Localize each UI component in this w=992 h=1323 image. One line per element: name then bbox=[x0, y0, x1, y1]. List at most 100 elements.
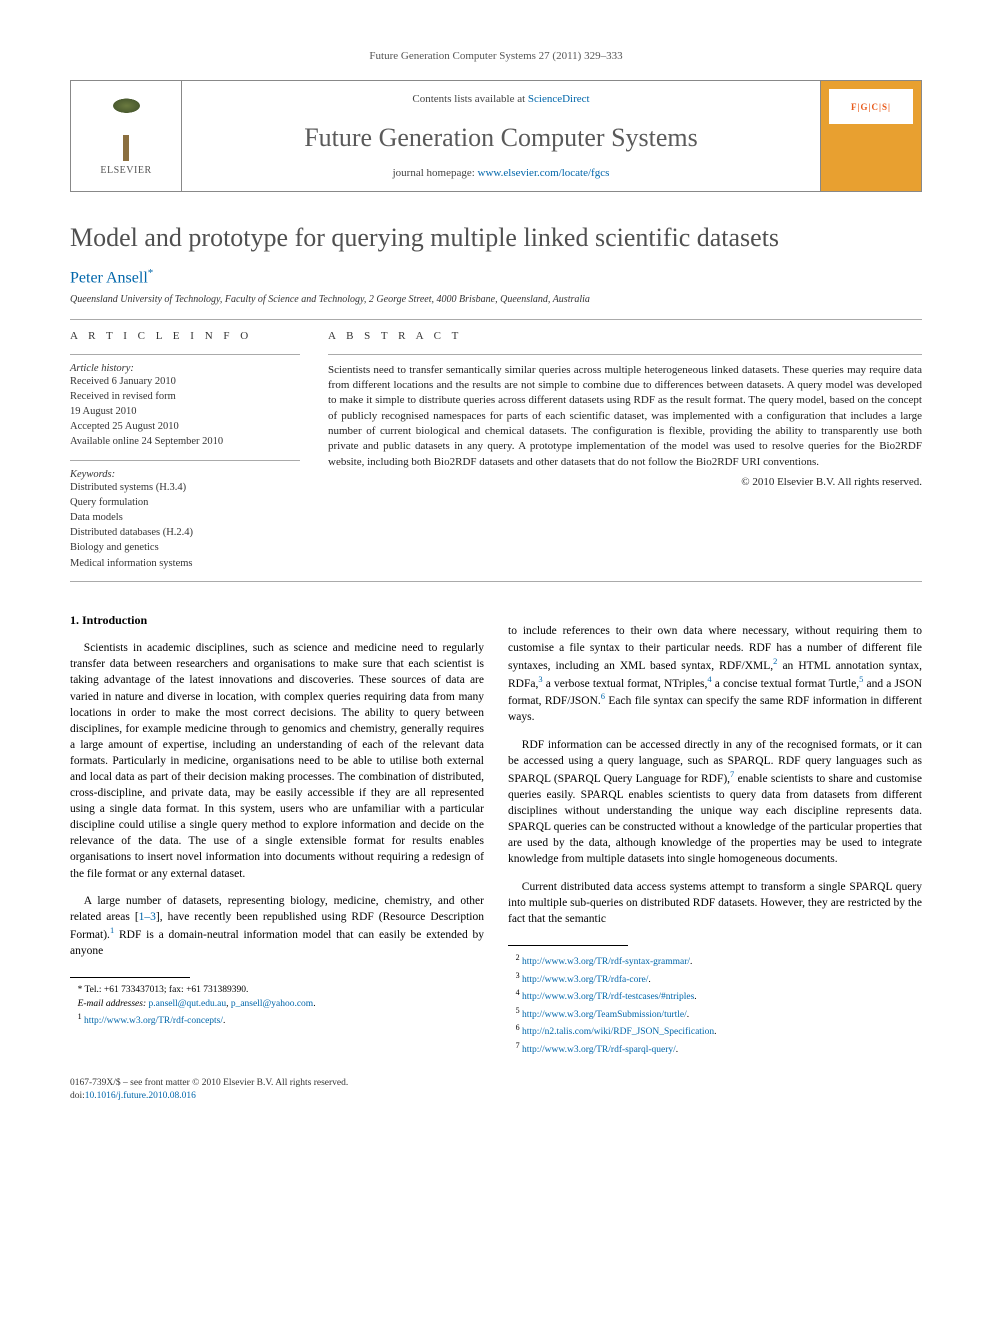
end: . bbox=[687, 1010, 689, 1020]
end: . bbox=[690, 957, 692, 967]
footnote-marker: 3 bbox=[516, 971, 520, 980]
footnote: 6 http://n2.talis.com/wiki/RDF_JSON_Spec… bbox=[508, 1022, 922, 1039]
doi-link[interactable]: 10.1016/j.future.2010.08.016 bbox=[85, 1091, 196, 1101]
history-line: Received 6 January 2010 bbox=[70, 374, 300, 389]
journal-homepage-link[interactable]: www.elsevier.com/locate/fgcs bbox=[478, 167, 610, 179]
footnote: 2 http://www.w3.org/TR/rdf-syntax-gramma… bbox=[508, 952, 922, 969]
footnote-marker: 1 bbox=[78, 1012, 82, 1021]
journal-title: Future Generation Computer Systems bbox=[304, 123, 698, 153]
footnote-link[interactable]: http://www.w3.org/TR/rdfa-core/ bbox=[522, 975, 648, 985]
footnote-marker: 2 bbox=[516, 953, 520, 962]
contents-available-line: Contents lists available at ScienceDirec… bbox=[412, 93, 589, 105]
rule-top bbox=[70, 319, 922, 320]
correspondence-marker: * bbox=[148, 267, 154, 279]
footnote-link[interactable]: http://n2.talis.com/wiki/RDF_JSON_Specif… bbox=[522, 1027, 714, 1037]
page-footer: 0167-739X/$ – see front matter © 2010 El… bbox=[70, 1077, 922, 1104]
footnote: 5 http://www.w3.org/TeamSubmission/turtl… bbox=[508, 1005, 922, 1022]
keyword: Biology and genetics bbox=[70, 540, 300, 555]
email-label: E-mail addresses: bbox=[78, 999, 147, 1009]
keyword: Query formulation bbox=[70, 495, 300, 510]
end: . bbox=[648, 975, 650, 985]
copyright-line: © 2010 Elsevier B.V. All rights reserved… bbox=[328, 476, 922, 488]
para-text: RDF is a domain-neutral information mode… bbox=[70, 929, 484, 957]
abstract-divider bbox=[328, 354, 922, 355]
footnote-marker: 4 bbox=[516, 988, 520, 997]
end: . bbox=[676, 1045, 678, 1055]
elsevier-tree-icon bbox=[99, 96, 154, 161]
article-title: Model and prototype for querying multipl… bbox=[70, 222, 922, 253]
para-text: a concise textual format Turtle, bbox=[712, 677, 860, 689]
keyword: Medical information systems bbox=[70, 556, 300, 571]
front-matter-line: 0167-739X/$ – see front matter © 2010 El… bbox=[70, 1077, 922, 1090]
footnote: 4 http://www.w3.org/TR/rdf-testcases/#nt… bbox=[508, 987, 922, 1004]
body-columns: 1. Introduction Scientists in academic d… bbox=[70, 612, 922, 1057]
abstract-column: A B S T R A C T Scientists need to trans… bbox=[328, 330, 922, 571]
footnote-rule-right bbox=[508, 945, 628, 946]
history-label: Article history: bbox=[70, 363, 300, 374]
info-divider-1 bbox=[70, 354, 300, 355]
end: . bbox=[313, 999, 315, 1009]
history-line: Accepted 25 August 2010 bbox=[70, 419, 300, 434]
page: Future Generation Computer Systems 27 (2… bbox=[0, 0, 992, 1144]
end: . bbox=[694, 992, 696, 1002]
doi-line: doi:10.1016/j.future.2010.08.016 bbox=[70, 1090, 922, 1103]
footnote-marker: 7 bbox=[516, 1041, 520, 1050]
sciencedirect-link[interactable]: ScienceDirect bbox=[528, 93, 590, 105]
section-heading: 1. Introduction bbox=[70, 612, 484, 629]
footnote-marker: 5 bbox=[516, 1006, 520, 1015]
footnote-marker: 6 bbox=[516, 1023, 520, 1032]
keywords-label: Keywords: bbox=[70, 469, 300, 480]
abstract-text: Scientists need to transfer semantically… bbox=[328, 363, 922, 471]
footnote-link[interactable]: http://www.w3.org/TR/rdf-testcases/#ntri… bbox=[522, 992, 694, 1002]
paragraph: Current distributed data access systems … bbox=[508, 879, 922, 927]
article-info-column: A R T I C L E I N F O Article history: R… bbox=[70, 330, 300, 571]
abstract-heading: A B S T R A C T bbox=[328, 330, 922, 342]
citation-link[interactable]: 1–3 bbox=[139, 911, 156, 923]
footnote-rule-left bbox=[70, 977, 190, 978]
end: . bbox=[223, 1016, 225, 1026]
masthead-center: Contents lists available at ScienceDirec… bbox=[182, 81, 820, 191]
cover-thumb-text: F|G|C|S| bbox=[829, 89, 913, 124]
homepage-line: journal homepage: www.elsevier.com/locat… bbox=[393, 167, 610, 179]
footnote-link[interactable]: http://www.w3.org/TR/rdf-sparql-query/ bbox=[522, 1045, 676, 1055]
corresponding-author-footnote: * Tel.: +61 733437013; fax: +61 73138939… bbox=[70, 984, 484, 997]
paragraph: Scientists in academic disciplines, such… bbox=[70, 640, 484, 881]
author-name[interactable]: Peter Ansell* bbox=[70, 267, 922, 287]
footnote: 7 http://www.w3.org/TR/rdf-sparql-query/… bbox=[508, 1040, 922, 1057]
publisher-label: ELSEVIER bbox=[100, 165, 151, 176]
body-column-left: 1. Introduction Scientists in academic d… bbox=[70, 612, 484, 1057]
article-info-heading: A R T I C L E I N F O bbox=[70, 330, 300, 342]
history-line: 19 August 2010 bbox=[70, 404, 300, 419]
footnote-link[interactable]: http://www.w3.org/TR/rdf-syntax-grammar/ bbox=[522, 957, 690, 967]
info-divider-2 bbox=[70, 460, 300, 461]
email-link[interactable]: p_ansell@yahoo.com bbox=[231, 999, 313, 1009]
contents-prefix: Contents lists available at bbox=[412, 93, 527, 105]
rule-bottom bbox=[70, 581, 922, 582]
masthead: ELSEVIER Contents lists available at Sci… bbox=[70, 80, 922, 192]
paragraph: RDF information can be accessed directly… bbox=[508, 737, 922, 868]
author-text: Peter Ansell bbox=[70, 270, 148, 287]
paragraph: A large number of datasets, representing… bbox=[70, 893, 484, 959]
footnote-1: 1 http://www.w3.org/TR/rdf-concepts/. bbox=[70, 1011, 484, 1028]
publisher-logo-box: ELSEVIER bbox=[71, 81, 182, 191]
homepage-prefix: journal homepage: bbox=[393, 167, 478, 179]
affiliation: Queensland University of Technology, Fac… bbox=[70, 294, 922, 305]
running-head: Future Generation Computer Systems 27 (2… bbox=[70, 50, 922, 62]
para-text: a verbose textual format, NTriples, bbox=[543, 677, 708, 689]
doi-label: doi: bbox=[70, 1091, 85, 1101]
paragraph: to include references to their own data … bbox=[508, 623, 922, 725]
keyword: Distributed systems (H.3.4) bbox=[70, 480, 300, 495]
email-link[interactable]: p.ansell@qut.edu.au bbox=[148, 999, 226, 1009]
body-column-right: to include references to their own data … bbox=[508, 612, 922, 1057]
footnote: 3 http://www.w3.org/TR/rdfa-core/. bbox=[508, 970, 922, 987]
footnote-link[interactable]: http://www.w3.org/TR/rdf-concepts/ bbox=[84, 1016, 223, 1026]
history-line: Received in revised form bbox=[70, 389, 300, 404]
footnote-link[interactable]: http://www.w3.org/TeamSubmission/turtle/ bbox=[522, 1010, 687, 1020]
email-footnote: E-mail addresses: p.ansell@qut.edu.au, p… bbox=[70, 998, 484, 1011]
end: . bbox=[714, 1027, 716, 1037]
journal-cover-thumb: F|G|C|S| bbox=[820, 81, 921, 191]
keyword: Data models bbox=[70, 510, 300, 525]
info-abstract-row: A R T I C L E I N F O Article history: R… bbox=[70, 330, 922, 571]
keyword: Distributed databases (H.2.4) bbox=[70, 525, 300, 540]
history-line: Available online 24 September 2010 bbox=[70, 434, 300, 449]
